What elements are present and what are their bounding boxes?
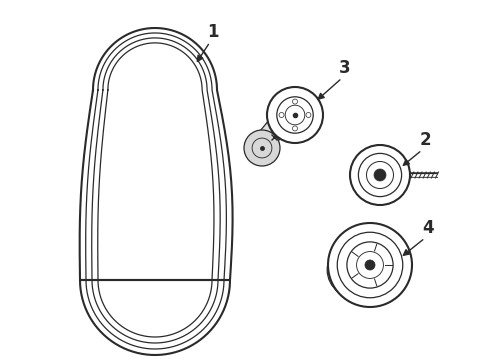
Circle shape — [328, 223, 412, 307]
Circle shape — [293, 99, 297, 104]
Polygon shape — [80, 28, 233, 355]
Circle shape — [293, 126, 297, 131]
Text: 1: 1 — [207, 23, 219, 41]
Circle shape — [244, 130, 280, 166]
Ellipse shape — [327, 238, 403, 302]
Circle shape — [343, 240, 357, 254]
Circle shape — [365, 260, 375, 270]
Circle shape — [267, 87, 323, 143]
Text: 4: 4 — [422, 219, 434, 237]
Circle shape — [379, 246, 391, 258]
Circle shape — [269, 131, 278, 141]
Circle shape — [374, 169, 386, 181]
Text: 2: 2 — [419, 131, 431, 149]
Circle shape — [306, 113, 311, 117]
Text: 3: 3 — [339, 59, 351, 77]
Polygon shape — [250, 105, 300, 160]
Circle shape — [350, 145, 410, 205]
Circle shape — [279, 113, 284, 117]
